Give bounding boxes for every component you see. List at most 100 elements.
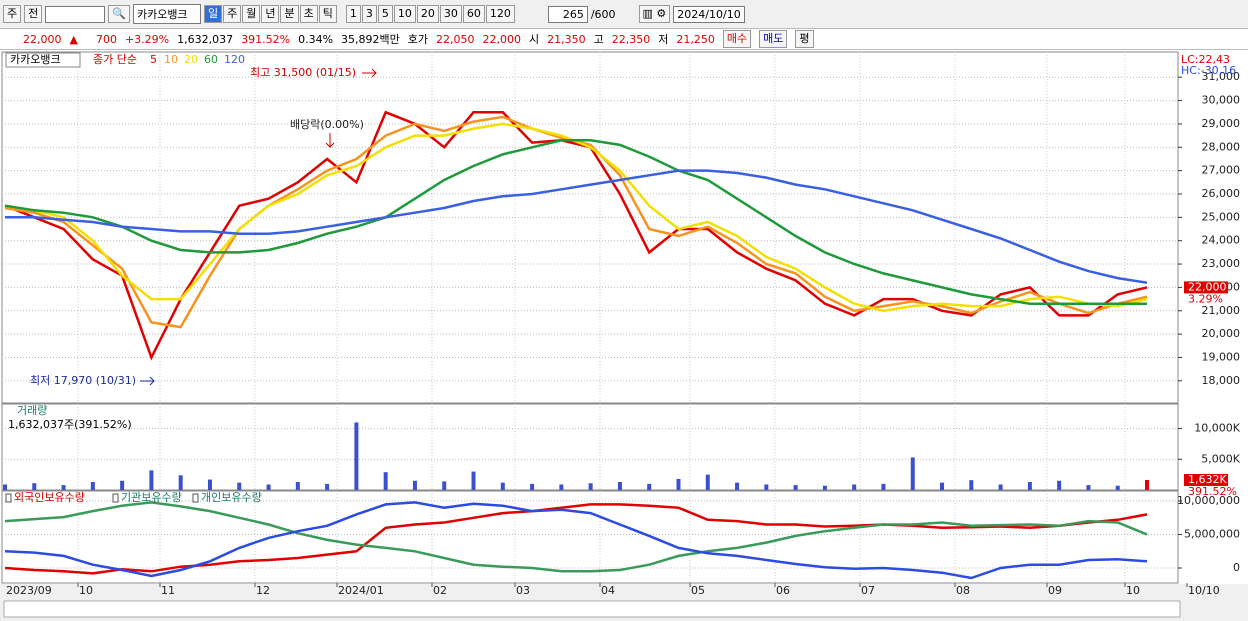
- count-max: /600: [590, 7, 616, 21]
- legend-title: 카카오뱅크: [10, 53, 61, 66]
- period-button[interactable]: 주: [223, 5, 242, 23]
- interval-button[interactable]: 1: [345, 5, 361, 23]
- series-line: [5, 169, 1148, 284]
- legend-entry: 기관보유수량: [121, 491, 182, 504]
- interval-button[interactable]: 3: [361, 5, 377, 23]
- search[interactable]: 🔍: [108, 5, 130, 23]
- volume-bar: [588, 483, 593, 490]
- volume-bar: [266, 484, 271, 490]
- period-button[interactable]: 틱: [318, 5, 337, 23]
- volume-bar: [295, 482, 300, 490]
- y-tick-label: 20,000: [1202, 327, 1241, 340]
- period-button[interactable]: 분: [280, 5, 299, 23]
- volume-bar: [383, 472, 388, 490]
- period-button[interactable]: 일: [203, 5, 223, 23]
- annotation: 최저 17,970 (10/31): [30, 374, 136, 387]
- volume-rate: 391.52%: [241, 32, 291, 46]
- interval-button[interactable]: 5: [377, 5, 393, 23]
- label: 저: [658, 33, 669, 46]
- volume-bar: [3, 484, 7, 490]
- stock-name[interactable]: 카카오뱅크: [132, 4, 201, 24]
- chart-bg: [0, 50, 1248, 621]
- period-button[interactable]: 월: [242, 5, 261, 23]
- legend-subtitle: 종가 단순: [93, 53, 137, 66]
- x-tick-label: 12: [256, 584, 270, 597]
- date-input[interactable]: 2024/10/10: [673, 5, 745, 23]
- volume-bar: [412, 480, 417, 490]
- ask: 22,050: [436, 32, 475, 46]
- x-tick-label: 10: [1126, 584, 1140, 597]
- volume-bar: [910, 457, 915, 490]
- avg-button[interactable]: 평: [795, 30, 814, 48]
- y-tick-label: 31,000: [1202, 70, 1241, 83]
- period-button[interactable]: 초: [299, 5, 318, 23]
- y-tick-label: 24,000: [1202, 234, 1241, 247]
- side-label: HC:-30,16: [1181, 64, 1236, 77]
- volume-bar: [530, 483, 535, 490]
- x-tick-label: 11: [161, 584, 175, 597]
- volume-bar: [237, 482, 242, 490]
- high: 22,350: [611, 32, 651, 46]
- volume: 1,632,037: [177, 32, 234, 46]
- volume-bar: [149, 470, 154, 490]
- volume-bar: [354, 422, 359, 490]
- period-button[interactable]: 년: [261, 5, 280, 23]
- bid: 22,000: [482, 32, 522, 46]
- market-select[interactable]: 주: [3, 5, 22, 23]
- volume-bar: [1027, 482, 1032, 490]
- amount: 35,892백만: [341, 33, 400, 46]
- interval-button[interactable]: 10: [393, 5, 416, 23]
- volume-bar: [998, 484, 1003, 490]
- legend-entry: 개인보유수량: [201, 491, 262, 504]
- scrollbar[interactable]: [3, 600, 1181, 618]
- x-tick-label: 05: [691, 584, 705, 597]
- count-input[interactable]: 265: [547, 5, 588, 23]
- x-tick-label: 03: [516, 584, 530, 597]
- volume-bar: [940, 482, 945, 490]
- legend-entry: 10: [164, 53, 178, 66]
- volume-bar: [325, 483, 330, 490]
- volume-bar: [881, 483, 886, 490]
- volume-bar: [969, 480, 974, 490]
- legend-entry: 20: [184, 53, 198, 66]
- y-tick-label: 25,000: [1202, 210, 1241, 223]
- y-tick-label: 0: [1233, 561, 1240, 574]
- buy-button[interactable]: 매수: [722, 30, 752, 48]
- panel-subtitle: 1,632,037주(391.52%): [8, 418, 132, 431]
- volume-bar: [1057, 480, 1062, 490]
- last-value-box: [1184, 473, 1228, 486]
- label: 호가: [407, 33, 429, 46]
- y-tick-label: 5,000K: [1201, 452, 1240, 465]
- volume-bar: [1086, 485, 1091, 490]
- change: 700: [95, 32, 117, 46]
- last-value-box: [1184, 281, 1228, 294]
- arrow: ▲: [69, 32, 78, 46]
- annotation: 최고 31,500 (01/15): [250, 66, 356, 79]
- sell-button[interactable]: 매도: [759, 30, 788, 48]
- x-tick-label: 06: [776, 584, 790, 597]
- x-tick-label: 02: [433, 584, 447, 597]
- x-tick-label: 10: [79, 584, 93, 597]
- interval-button[interactable]: 20: [416, 5, 439, 23]
- interval-button[interactable]: 120: [485, 5, 515, 23]
- interval-button[interactable]: 60: [462, 5, 485, 23]
- volume-bar: [559, 484, 564, 490]
- label: 시: [529, 33, 540, 46]
- volume-bar: [442, 481, 447, 490]
- tools[interactable]: ▥ ⚙: [638, 5, 671, 23]
- volume-bar: [676, 478, 681, 490]
- volume-bar: [852, 484, 857, 490]
- label: 고: [593, 33, 604, 46]
- legend-entry: 5: [150, 53, 157, 66]
- volume-bar: [647, 483, 652, 490]
- mode-select[interactable]: 전: [24, 5, 43, 23]
- last-value-label: 22,000: [1188, 280, 1227, 293]
- legend-box: [5, 52, 81, 68]
- interval-button[interactable]: 30: [439, 5, 462, 23]
- series-line: [4, 501, 1148, 573]
- code-input[interactable]: 323410: [45, 5, 106, 23]
- panel-border: [1, 490, 1179, 584]
- volume-bar: [793, 485, 798, 490]
